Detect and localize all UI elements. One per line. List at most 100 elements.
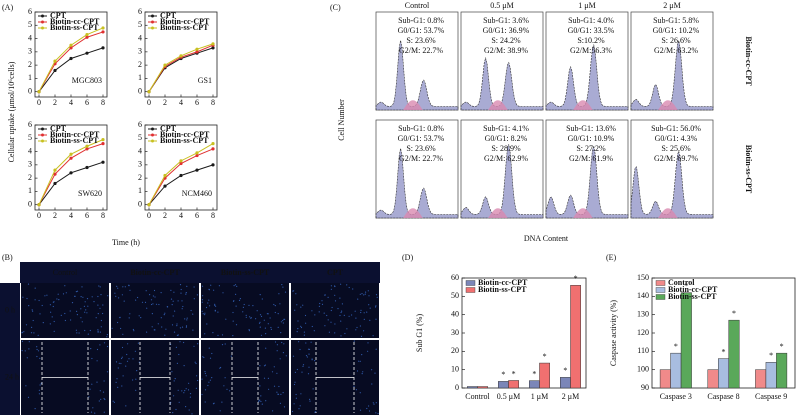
cell-dot [344,332,346,335]
cell-dot [375,294,378,296]
cell-dot [277,326,279,328]
cell-dot [314,360,316,362]
cell-dot [300,326,303,329]
cell-dot [31,310,34,312]
data-point [53,172,57,176]
cell-dot [256,310,258,312]
cell-dot [97,330,99,332]
x-tick-label: 1 μM [531,392,548,401]
cell-dot [89,388,91,390]
phase-label: G2/M: 69.7% [654,154,698,163]
y-tick-label: 3 [28,47,32,56]
x-axis-label: DNA Content [524,234,569,243]
cell-dot [279,402,281,404]
data-point [53,181,57,186]
y-tick-label: 1 [28,73,32,82]
cell-dot [299,405,301,407]
cell-dot [273,385,276,387]
cell-dot [145,290,147,292]
y-tick-label: 4 [28,33,32,42]
x-tick-label: 2 [163,211,167,220]
cell-dot [125,405,127,407]
cell-dot [190,309,192,312]
cell-dot [363,294,365,296]
cell-dot [265,400,267,402]
x-tick-label: 2 μM [562,392,579,401]
phase-label: G2/M: 38.9% [484,46,528,55]
legend-label: Control [668,278,695,287]
y-tick-label: 20 [451,346,459,355]
cell-dot [151,326,153,328]
cell-dot [116,285,118,287]
cell-dot [185,293,187,295]
series-line [148,164,214,206]
cell-dot [181,308,183,310]
cell-dot [232,320,234,322]
cell-dot [282,286,284,288]
cell-dot [314,314,316,316]
cell-dot [183,365,185,367]
cell-dot [218,285,220,287]
cell-dot [28,348,30,350]
cell-dot [282,392,284,394]
cell-dot [183,392,185,394]
cell-dot [233,285,235,287]
cell-dot [52,305,54,308]
cell-dot [224,343,226,345]
cell-dot [164,334,166,336]
y-tick-label: 5 [138,133,142,142]
cell-dot [371,383,373,385]
cell-dot [100,398,102,400]
y-tick-label: 50 [451,291,459,300]
x-tick-label: 4 [179,211,183,220]
cell-dot [311,325,313,328]
cell-dot [334,300,337,302]
x-tick-label: 0 [37,98,41,107]
phase-label: Sub-G1: 4.1% [483,124,529,133]
cell-dot [281,341,283,344]
cell-dot [99,307,101,309]
cell-dot [64,285,66,287]
data-point [195,153,199,158]
phase-label: S:10.2% [577,36,605,45]
data-point [211,163,215,167]
cell-dot [229,390,231,392]
cell-dot [174,310,176,312]
cell-dot [367,350,369,352]
cell-dot [204,314,206,316]
legend-label: Biotin-ss-CPT [160,23,209,32]
cell-dot [354,310,356,312]
phase-label: G0/G1: 10.2% [653,26,700,35]
cell-dot [177,389,179,391]
cell-dot [188,382,190,384]
cell-dot [283,343,285,345]
cell-dot [359,392,361,394]
cell-dot [34,287,36,289]
cell-dot [180,292,182,294]
cell-dot [375,402,377,404]
cell-dot [330,321,332,323]
cell-dot [104,398,106,401]
cell-dot [330,309,332,312]
cell-dot [367,342,369,344]
cell-dot [208,347,210,349]
cell-dot [78,332,80,334]
plot-frame [461,277,587,389]
cell-dot [282,320,284,322]
cell-dot [269,317,271,319]
cell-dot [176,323,178,325]
row-label-strip [0,283,20,415]
cell-dot [144,301,147,303]
y-tick-label: 3 [138,47,142,56]
legend-label: CPT [160,124,177,133]
cell-dot [30,332,33,334]
image-header-bar [20,262,380,283]
legend-label: Biotin-ss-CPT [160,136,209,145]
cell-dot [97,329,99,331]
cell-dot [259,326,261,328]
cell-dot [106,334,108,336]
cell-dot [264,327,266,329]
cell-dot [193,298,195,300]
cell-dot [65,292,67,294]
cell-dot [295,393,297,396]
